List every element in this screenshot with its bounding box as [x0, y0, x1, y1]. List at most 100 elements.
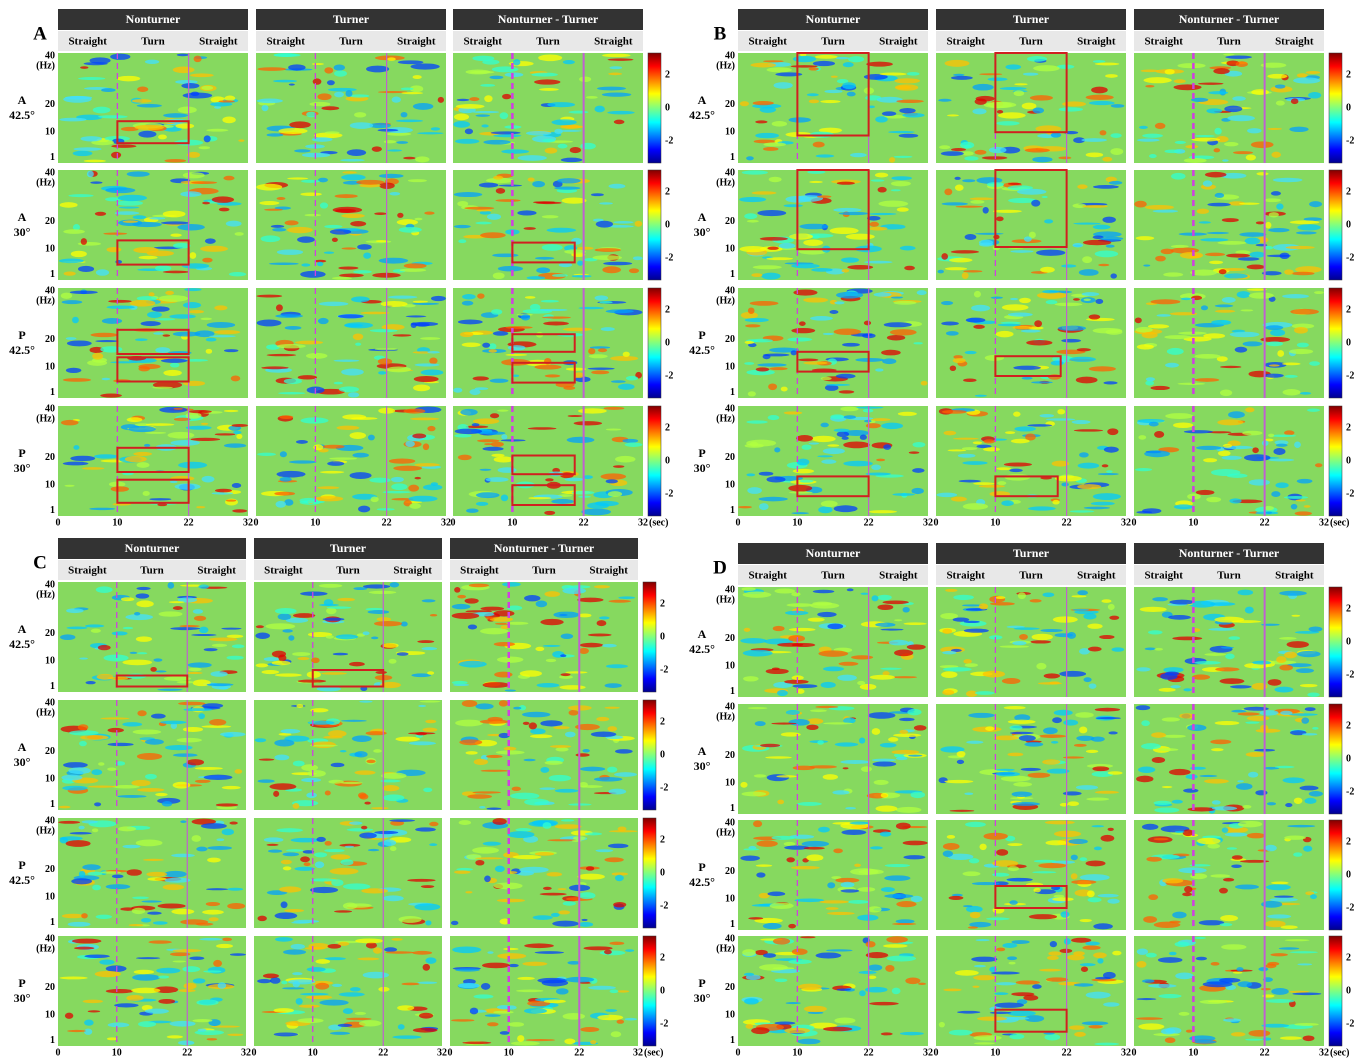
phase-label: Straight [463, 36, 502, 48]
spectrogram-blob [809, 99, 819, 103]
spectrogram-blob [582, 749, 589, 753]
spectrogram-blob [1275, 766, 1295, 768]
spectrogram-blob [937, 493, 958, 498]
spectrogram-blob [398, 1024, 405, 1030]
colorbar-tick-label: -2 [1346, 488, 1354, 499]
spectrogram-blob [974, 1042, 995, 1044]
spectrogram-blob [201, 725, 231, 728]
spectrogram-blob [342, 247, 357, 249]
spectrogram-blob [985, 726, 994, 731]
spectrogram-blob [147, 912, 161, 915]
spectrogram-blob [1021, 330, 1041, 333]
spectrogram-blob [269, 783, 296, 790]
spectrogram-blob [1220, 390, 1232, 397]
spectrogram-blob [517, 977, 535, 980]
spectrogram-blob [793, 766, 815, 770]
spectrogram-blob [1051, 361, 1064, 366]
spectrogram-blob [1078, 463, 1099, 469]
spectrogram-blob [1086, 152, 1104, 157]
spectrogram-blob [983, 671, 1005, 678]
spectrogram-blob [1261, 988, 1271, 990]
spectrogram-blob [804, 1006, 827, 1012]
spectrogram-blob [336, 634, 358, 639]
spectrogram-blob [625, 442, 643, 447]
spectrogram-blob [1044, 1034, 1060, 1041]
spectrogram-blob [777, 643, 803, 647]
phase-label: Turn [1217, 36, 1240, 48]
spectrogram-blob [1296, 231, 1317, 234]
spectrogram-blob [816, 154, 834, 157]
spectrogram-blob [608, 73, 622, 76]
x-tick-label: 22 [1260, 517, 1270, 528]
colorbar-tick-label: 0 [660, 631, 665, 642]
spectrogram-blob [1008, 753, 1024, 757]
spectrogram-blob [499, 700, 508, 706]
spectrogram-blob [827, 882, 835, 888]
spectrogram-blob [742, 170, 768, 174]
spectrogram-blob [891, 181, 911, 186]
spectrogram-blob [1000, 87, 1027, 90]
spectrogram-blob [873, 761, 897, 766]
spectrogram-blob [872, 595, 879, 601]
spectrogram-blob [1231, 710, 1247, 713]
spectrogram-blob [1076, 736, 1094, 741]
spectrogram-blob [333, 207, 363, 213]
spectrogram-blob [1169, 600, 1194, 605]
spectrogram-blob [470, 71, 495, 74]
spectrogram-blob [222, 786, 241, 789]
spectrogram-blob [1292, 992, 1321, 995]
spectrogram-blob [1225, 654, 1235, 660]
spectrogram-blob [454, 225, 471, 228]
spectrogram-blob [415, 477, 421, 480]
spectrogram-blob [561, 158, 583, 162]
spectrogram-blob [1285, 939, 1310, 941]
spectrogram-blob [188, 410, 211, 413]
spectrogram-blob [328, 944, 342, 949]
spectrogram-blob [1076, 377, 1098, 384]
spectrogram-blob [462, 301, 474, 306]
spectrogram-blob [854, 864, 861, 867]
spectrogram-blob [1051, 741, 1058, 744]
spectrogram-blob [1089, 366, 1116, 371]
spectrogram-blob [282, 629, 292, 632]
spectrogram-blob [62, 786, 87, 791]
spectrogram-blob [608, 600, 631, 603]
x-unit: (sec) [644, 1047, 663, 1058]
spectrogram-blob [173, 66, 195, 73]
colorbar-tick-label: 0 [1346, 337, 1351, 348]
spectrogram-blob [958, 454, 976, 458]
spectrogram-blob [332, 238, 338, 242]
spectrogram-blob [486, 477, 509, 482]
y-tick-label: 1 [50, 505, 55, 516]
spectrogram-blob [1264, 198, 1281, 202]
spectrogram-blob [1161, 1028, 1175, 1034]
spectrogram-blob [111, 152, 121, 158]
spectrogram-blob [63, 378, 91, 382]
spectrogram-blob [475, 860, 484, 866]
spectrogram-blob [501, 149, 529, 153]
spectrogram-blob [766, 476, 785, 482]
spectrogram-blob [1300, 684, 1318, 687]
spectrogram-blob [1297, 479, 1313, 484]
spectrogram-blob [291, 922, 310, 924]
spectrogram-blob [64, 271, 76, 275]
spectrogram-blob [798, 984, 822, 990]
colorbar-tick-label: 2 [665, 304, 670, 315]
spectrogram-blob [173, 408, 183, 410]
spectrogram-blob [1108, 828, 1114, 831]
spectrogram-blob [570, 147, 581, 153]
spectrogram-blob [997, 481, 1006, 485]
spectrogram-blob [379, 258, 408, 264]
spectrogram-blob [421, 370, 444, 376]
spectrogram-blob [341, 214, 365, 218]
spectrogram-blob [781, 387, 788, 392]
spectrogram-blob [1296, 499, 1306, 501]
spectrogram-blob [301, 778, 321, 782]
spectrogram-blob [306, 996, 332, 1000]
spectrogram-blob [415, 363, 440, 366]
spectrogram-blob [1010, 298, 1018, 300]
spectrogram-blob [255, 633, 270, 639]
spectrogram-blob [534, 365, 561, 370]
spectrogram-blob [320, 471, 344, 474]
spectrogram-blob [177, 54, 189, 57]
